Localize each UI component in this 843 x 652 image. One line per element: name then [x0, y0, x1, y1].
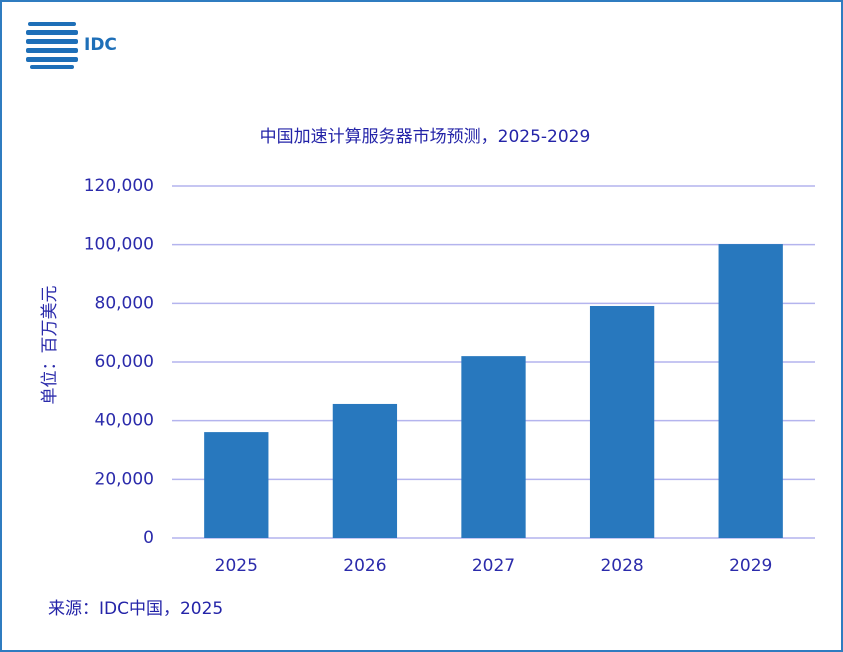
logo-icon: [26, 22, 78, 69]
y-tick-label: 100,000: [84, 235, 154, 255]
chart-title: 中国加速计算服务器市场预测，2025-2029: [260, 127, 591, 147]
source-note: 来源：IDC中国，2025: [48, 599, 223, 619]
logo-text: IDC: [84, 35, 117, 55]
y-tick-label: 0: [143, 528, 154, 548]
y-tick-label: 120,000: [84, 176, 154, 196]
y-tick-label: 60,000: [95, 352, 154, 372]
bar: [718, 244, 783, 538]
bar: [204, 432, 269, 538]
x-tick-label: 2028: [600, 556, 643, 576]
y-tick-label: 80,000: [95, 293, 154, 313]
bar: [461, 356, 526, 538]
bar: [332, 403, 398, 538]
x-tick-label: 2026: [343, 556, 386, 576]
x-tick-label: 2025: [215, 556, 258, 576]
x-tick-label: 2029: [729, 556, 772, 576]
x-tick-label: 2027: [472, 556, 515, 576]
bar: [589, 305, 655, 538]
y-tick-label: 20,000: [95, 469, 154, 489]
y-axis-label: 单位：百万美元: [40, 286, 60, 405]
y-tick-label: 40,000: [95, 411, 154, 431]
